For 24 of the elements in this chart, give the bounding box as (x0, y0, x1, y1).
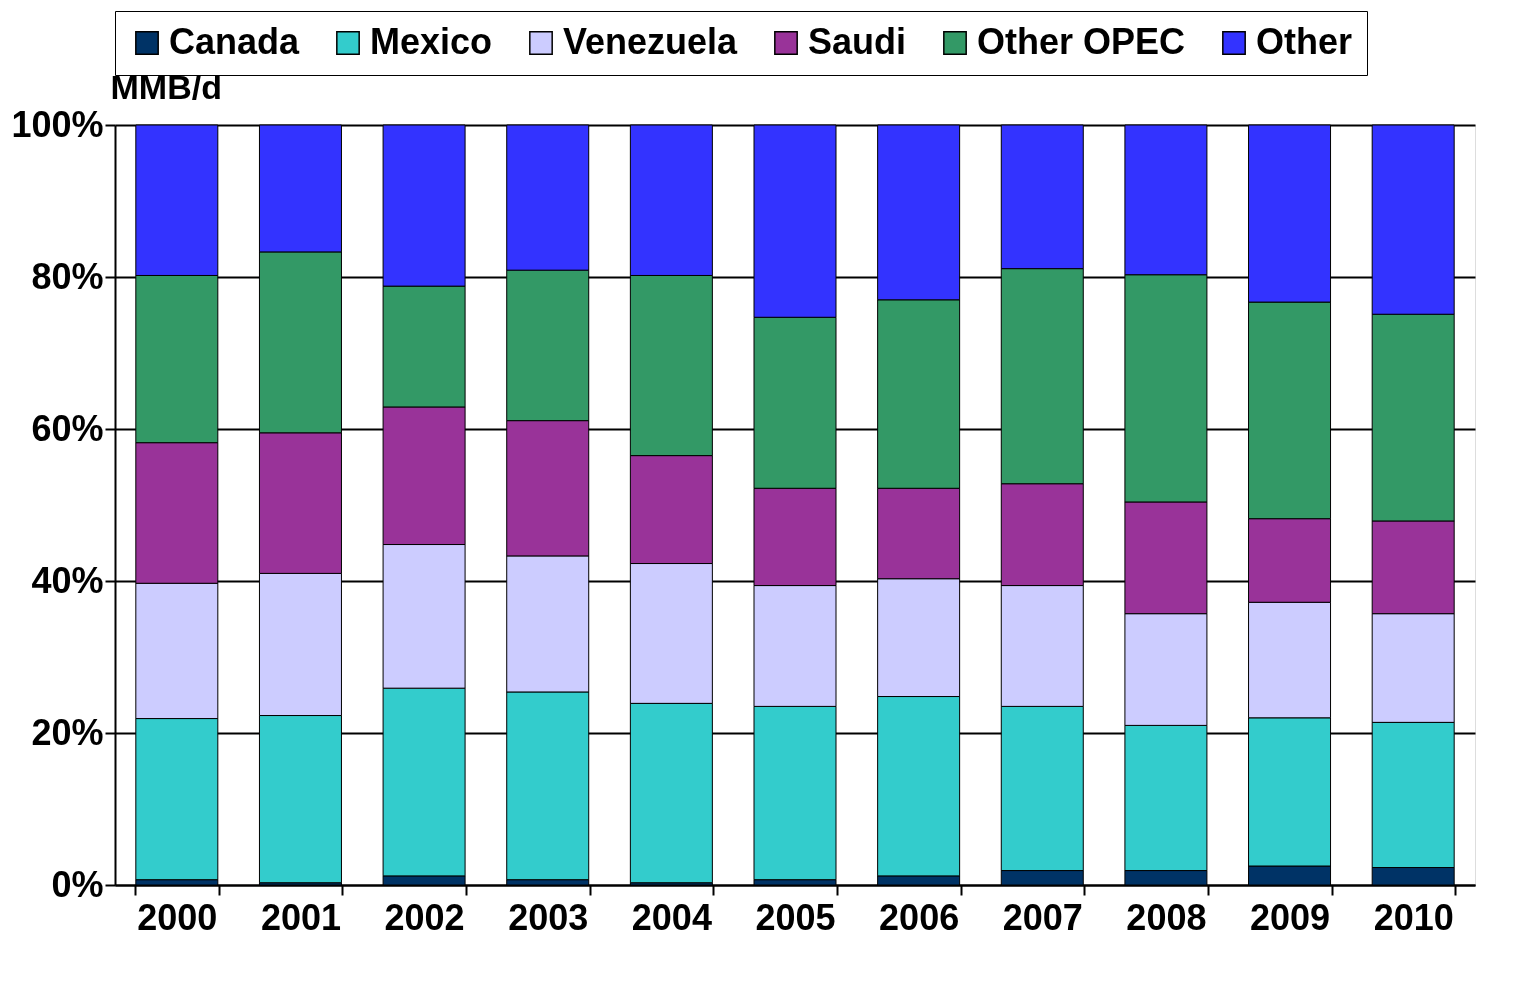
y-tick-label: 20% (31, 711, 104, 753)
x-tick-label: 2007 (1002, 896, 1083, 938)
y-tick-label: 80% (31, 255, 104, 297)
x-tick-label: 2009 (1250, 896, 1331, 938)
x-tick-label: 2006 (879, 896, 960, 938)
x-tick-label: 2010 (1373, 896, 1454, 938)
x-tick-label: 2004 (631, 896, 712, 938)
legend-label: Mexico (370, 21, 493, 62)
x-tick-label: 2002 (384, 896, 465, 938)
x-tick-label: 2005 (755, 896, 836, 938)
x-tick-label: 2003 (508, 896, 589, 938)
y-axis-title: MMB/d (110, 67, 222, 106)
legend-label: Venezuela (563, 21, 739, 62)
y-tick-label: 40% (31, 559, 104, 601)
x-tick-label: 2001 (260, 896, 341, 938)
legend-label: Saudi (808, 21, 907, 62)
y-tick-label: 0% (51, 863, 104, 905)
legend-label: Canada (169, 21, 301, 62)
x-tick-label: 2000 (137, 896, 218, 938)
y-tick-label: 100% (11, 103, 104, 145)
legend-label: Other (1256, 21, 1353, 62)
legend-label: Other OPEC (977, 21, 1186, 62)
y-tick-label: 60% (31, 407, 104, 449)
x-tick-label: 2008 (1126, 896, 1207, 938)
